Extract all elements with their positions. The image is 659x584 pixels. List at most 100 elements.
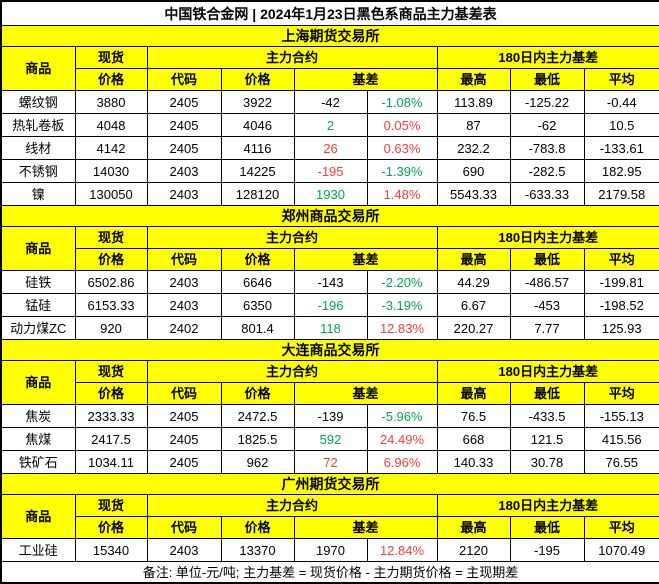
low-180d-cell: -195 bbox=[509, 538, 585, 562]
col-header-contract-code: 代码 bbox=[146, 68, 222, 91]
table-row: 焦煤 2417.5 2405 1825.5 592 24.49% 668 121.5 415.5… bbox=[0, 427, 659, 451]
basis-value-cell: -195 bbox=[293, 159, 368, 183]
contract-price-cell: 1825.5 bbox=[220, 427, 295, 451]
contract-code-cell: 2405 bbox=[146, 113, 222, 137]
contract-code-cell: 2403 bbox=[146, 182, 222, 206]
contract-code-cell: 2405 bbox=[146, 450, 222, 474]
contract-code-cell: 2405 bbox=[146, 90, 222, 114]
table-title-row: 中国铁合金网 | 2024年1月23日黑色系商品主力基差表 bbox=[0, 0, 659, 26]
avg-180d-cell: -199.81 bbox=[583, 270, 659, 294]
contract-price-cell: 801.4 bbox=[220, 316, 295, 340]
column-header-row-1: 商品 现货 主力合约 180日内主力基差 bbox=[0, 46, 659, 91]
table-row: 铁矿石 1034.11 2405 962 72 6.96% 140.33 30.78 76.55 bbox=[0, 450, 659, 474]
basis-value-cell: 72 bbox=[293, 450, 368, 474]
exchange-title: 大连商品交易所 bbox=[0, 339, 659, 361]
contract-code-cell: 2405 bbox=[146, 427, 222, 451]
contract-code-cell: 2405 bbox=[146, 136, 222, 160]
col-header-basis: 基差 bbox=[293, 248, 438, 271]
contract-code-cell: 2403 bbox=[146, 293, 222, 317]
col-header-spot-price: 价格 bbox=[74, 68, 148, 91]
exchange-section-row: 上海期货交易所 bbox=[0, 25, 659, 47]
table-row: 热轧卷板 4048 2405 4046 2 0.05% 87 -62 10.5 bbox=[0, 113, 659, 137]
basis-value-cell: 1930 bbox=[293, 182, 368, 206]
spot-price-cell: 3880 bbox=[74, 90, 148, 114]
col-header-high: 最高 bbox=[436, 382, 511, 405]
contract-code-cell: 2402 bbox=[146, 316, 222, 340]
high-180d-cell: 690 bbox=[436, 159, 511, 183]
spot-price-cell: 4142 bbox=[74, 136, 148, 160]
commodity-cell: 镍 bbox=[0, 182, 76, 206]
col-header-avg: 平均 bbox=[583, 516, 659, 539]
page-title: 中国铁合金网 | 2024年1月23日黑色系商品主力基差表 bbox=[0, 0, 659, 26]
col-header-spot-group: 现货 bbox=[74, 226, 148, 249]
table-row: 镍 130050 2403 128120 1930 1.48% 5543.33 -633.33… bbox=[0, 182, 659, 206]
col-header-commodity: 商品 bbox=[0, 226, 76, 271]
col-header-avg: 平均 bbox=[583, 68, 659, 91]
low-180d-cell: -433.5 bbox=[509, 404, 585, 428]
col-header-180d-group: 180日内主力基差 bbox=[436, 360, 659, 383]
col-header-contract-code: 代码 bbox=[146, 382, 222, 405]
spot-price-cell: 2333.33 bbox=[74, 404, 148, 428]
table-row: 锰硅 6153.33 2403 6350 -196 -3.19% 6.67 -453 -198.… bbox=[0, 293, 659, 317]
spot-price-cell: 4048 bbox=[74, 113, 148, 137]
low-180d-cell: -486.57 bbox=[509, 270, 585, 294]
avg-180d-cell: -155.13 bbox=[583, 404, 659, 428]
basis-pct-cell: 6.96% bbox=[366, 450, 438, 474]
avg-180d-cell: 10.5 bbox=[583, 113, 659, 137]
column-header-row-1: 商品 现货 主力合约 180日内主力基差 bbox=[0, 360, 659, 405]
basis-pct-cell: -3.19% bbox=[366, 293, 438, 317]
col-header-contract-price: 价格 bbox=[220, 382, 295, 405]
low-180d-cell: -633.33 bbox=[509, 182, 585, 206]
column-header-row-2: 价格 代码 价格 基差 最高 最低 平均 bbox=[1, 382, 659, 405]
commodity-cell: 锰硅 bbox=[0, 293, 76, 317]
contract-price-cell: 3922 bbox=[220, 90, 295, 114]
low-180d-cell: 7.77 bbox=[509, 316, 585, 340]
low-180d-cell: -783.8 bbox=[509, 136, 585, 160]
spot-price-cell: 920 bbox=[74, 316, 148, 340]
contract-price-cell: 13370 bbox=[220, 538, 295, 562]
basis-value-cell: -139 bbox=[293, 404, 368, 428]
table-row: 动力煤ZC 920 2402 801.4 118 12.83% 220.27 7.77 125.… bbox=[0, 316, 659, 340]
contract-price-cell: 4046 bbox=[220, 113, 295, 137]
col-header-contract-code: 代码 bbox=[146, 248, 222, 271]
spot-price-cell: 14030 bbox=[74, 159, 148, 183]
table-row: 工业硅 15340 2403 13370 1970 12.84% 2120 -195 1070.… bbox=[0, 538, 659, 562]
col-header-spot-group: 现货 bbox=[74, 46, 148, 69]
footer-note-row: 备注: 单位-元/吨; 主力基差 = 现货价格 - 主力期货价格 = 主现期差 bbox=[0, 561, 659, 584]
basis-pct-cell: 0.05% bbox=[366, 113, 438, 137]
basis-pct-cell: -5.96% bbox=[366, 404, 438, 428]
col-header-commodity: 商品 bbox=[0, 494, 76, 539]
column-header-row-1: 商品 现货 主力合约 180日内主力基差 bbox=[0, 226, 659, 271]
basis-pct-cell: 0.63% bbox=[366, 136, 438, 160]
high-180d-cell: 6.67 bbox=[436, 293, 511, 317]
commodity-cell: 热轧卷板 bbox=[0, 113, 76, 137]
contract-price-cell: 128120 bbox=[220, 182, 295, 206]
low-180d-cell: -125.22 bbox=[509, 90, 585, 114]
basis-value-cell: 592 bbox=[293, 427, 368, 451]
column-header-row-2: 价格 代码 价格 基差 最高 最低 平均 bbox=[1, 68, 659, 91]
contract-code-cell: 2405 bbox=[146, 404, 222, 428]
basis-value-cell: 26 bbox=[293, 136, 368, 160]
col-header-spot-price: 价格 bbox=[74, 248, 148, 271]
contract-price-cell: 4116 bbox=[220, 136, 295, 160]
col-header-contract-code: 代码 bbox=[146, 516, 222, 539]
basis-value-cell: 1970 bbox=[293, 538, 368, 562]
high-180d-cell: 232.2 bbox=[436, 136, 511, 160]
low-180d-cell: -453 bbox=[509, 293, 585, 317]
col-header-main-contract-group: 主力合约 bbox=[146, 360, 438, 383]
col-header-basis: 基差 bbox=[293, 382, 438, 405]
high-180d-cell: 220.27 bbox=[436, 316, 511, 340]
table-row: 不锈钢 14030 2403 14225 -195 -1.39% 690 -282.5 182.… bbox=[0, 159, 659, 183]
col-header-180d-group: 180日内主力基差 bbox=[436, 226, 659, 249]
exchange-title: 郑州商品交易所 bbox=[0, 205, 659, 227]
basis-value-cell: -42 bbox=[293, 90, 368, 114]
spot-price-cell: 1034.11 bbox=[74, 450, 148, 474]
contract-code-cell: 2403 bbox=[146, 159, 222, 183]
col-header-avg: 平均 bbox=[583, 382, 659, 405]
footer-note: 备注: 单位-元/吨; 主力基差 = 现货价格 - 主力期货价格 = 主现期差 bbox=[0, 561, 659, 584]
avg-180d-cell: 2179.58 bbox=[583, 182, 659, 206]
commodity-cell: 不锈钢 bbox=[0, 159, 76, 183]
contract-price-cell: 14225 bbox=[220, 159, 295, 183]
col-header-spot-group: 现货 bbox=[74, 360, 148, 383]
